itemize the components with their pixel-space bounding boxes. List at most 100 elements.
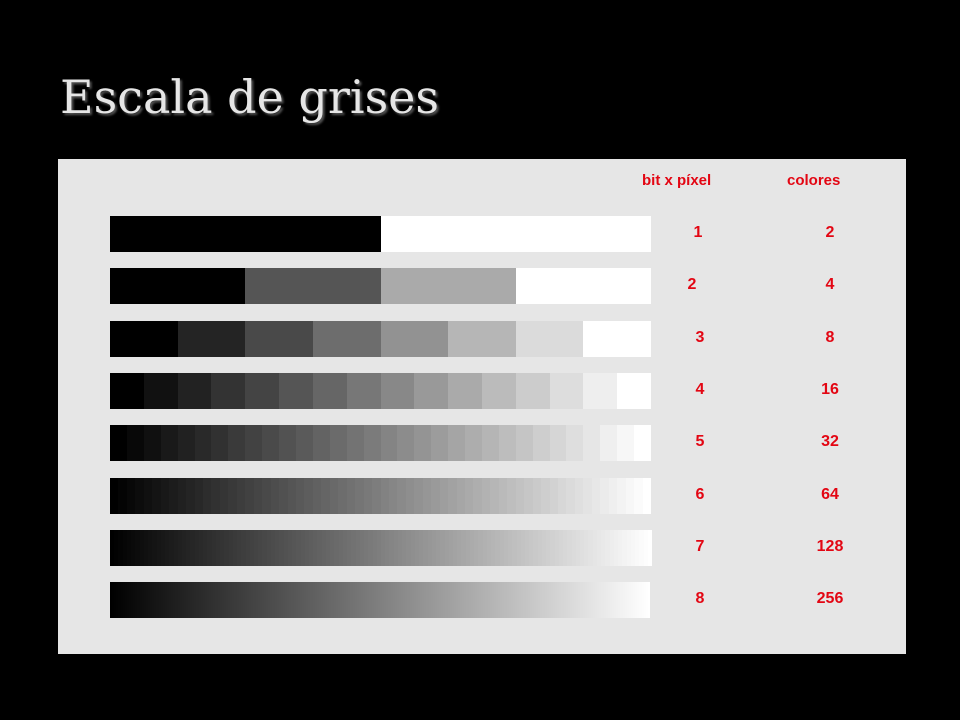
- gray-level-segment: [593, 582, 596, 618]
- gray-level-segment: [600, 478, 609, 514]
- gray-level-segment: [420, 582, 423, 618]
- gray-level-segment: [510, 582, 513, 618]
- gray-level-segment: [181, 582, 184, 618]
- gray-level-segment: [186, 478, 195, 514]
- gray-level-segment: [234, 582, 237, 618]
- grayscale-row: 2 4: [58, 268, 906, 304]
- gray-level-segment: [549, 373, 584, 409]
- gray-level-segment: [355, 530, 360, 566]
- gray-level-segment: [439, 478, 449, 514]
- gray-level-segment: [279, 373, 313, 409]
- gray-level-segment: [455, 582, 459, 618]
- gray-level-segment: [338, 530, 343, 566]
- gray-level-segment: [531, 582, 534, 618]
- gray-level-segment: [453, 582, 456, 618]
- gray-level-segment: [382, 582, 385, 618]
- gray-level-segment: [571, 582, 575, 618]
- gray-level-segment: [346, 478, 356, 514]
- gray-level-segment: [558, 478, 567, 514]
- gray-level-segment: [430, 582, 433, 618]
- gray-level-segment: [580, 582, 583, 618]
- gray-level-segment: [386, 582, 389, 618]
- gray-level-segment: [431, 478, 440, 514]
- gray-level-segment: [403, 582, 406, 618]
- gray-level-segment: [330, 530, 335, 566]
- gray-level-segment: [175, 582, 178, 618]
- gray-level-segment: [428, 582, 431, 618]
- gray-gradient-bar: [110, 478, 651, 514]
- gray-level-segment: [441, 582, 444, 618]
- gray-level-segment: [426, 582, 429, 618]
- gray-level-segment: [346, 425, 364, 461]
- gray-level-segment: [625, 478, 635, 514]
- gray-level-segment: [618, 530, 623, 566]
- gray-level-segment: [207, 582, 210, 618]
- gray-level-segment: [258, 530, 263, 566]
- gray-level-segment: [321, 530, 326, 566]
- gray-level-segment: [576, 582, 579, 618]
- gray-level-segment: [160, 530, 166, 566]
- gray-level-segment: [624, 582, 627, 618]
- gray-level-segment: [637, 582, 640, 618]
- gray-level-segment: [443, 582, 446, 618]
- gray-level-segment: [219, 478, 229, 514]
- gray-gradient-bar: [110, 373, 651, 409]
- gray-level-segment: [304, 478, 313, 514]
- gray-level-segment: [584, 582, 587, 618]
- gray-level-segment: [364, 530, 369, 566]
- gray-level-segment: [478, 530, 483, 566]
- gray-level-segment: [156, 582, 159, 618]
- gray-level-segment: [202, 478, 212, 514]
- gray-level-segment: [448, 373, 482, 409]
- gray-level-segment: [300, 530, 305, 566]
- gray-level-segment: [533, 582, 537, 618]
- gray-level-segment: [275, 530, 280, 566]
- gray-level-segment: [460, 582, 463, 618]
- gray-level-segment: [377, 582, 380, 618]
- colors-value: 128: [816, 538, 844, 555]
- gray-level-segment: [643, 530, 648, 566]
- gray-level-segment: [122, 530, 127, 566]
- gray-level-segment: [352, 582, 355, 618]
- gray-level-segment: [423, 530, 428, 566]
- gray-level-segment: [224, 530, 229, 566]
- gray-level-segment: [515, 373, 550, 409]
- gray-level-segment: [207, 530, 212, 566]
- gray-level-segment: [452, 530, 458, 566]
- gray-level-segment: [137, 582, 140, 618]
- gray-level-segment: [372, 478, 381, 514]
- gray-level-segment: [185, 582, 189, 618]
- gray-level-segment: [626, 582, 629, 618]
- gray-level-segment: [253, 478, 263, 514]
- gray-level-segment: [177, 373, 212, 409]
- gray-gradient-bar: [110, 268, 651, 304]
- gray-level-segment: [358, 582, 362, 618]
- gray-level-segment: [211, 530, 216, 566]
- gray-level-segment: [312, 478, 322, 514]
- gray-level-segment: [633, 582, 636, 618]
- gray-level-segment: [380, 321, 449, 357]
- gray-level-segment: [112, 582, 115, 618]
- gray-level-segment: [237, 530, 242, 566]
- gray-level-segment: [498, 582, 501, 618]
- gray-level-segment: [457, 530, 462, 566]
- gray-level-segment: [479, 582, 482, 618]
- gray-level-segment: [110, 530, 115, 566]
- gray-level-segment: [211, 425, 229, 461]
- gray-level-segment: [339, 582, 343, 618]
- gray-level-segment: [561, 582, 564, 618]
- gray-gradient-bar: [110, 321, 651, 357]
- gray-level-segment: [215, 530, 221, 566]
- gray-level-segment: [158, 582, 161, 618]
- gray-level-segment: [500, 582, 503, 618]
- gray-level-segment: [147, 582, 151, 618]
- gray-level-segment: [390, 582, 393, 618]
- gray-level-segment: [223, 582, 227, 618]
- gray-level-segment: [204, 582, 208, 618]
- gray-level-segment: [402, 530, 407, 566]
- gray-level-segment: [217, 582, 220, 618]
- gray-level-segment: [266, 582, 269, 618]
- slide-title: Escala de grises: [60, 70, 440, 124]
- gray-level-segment: [440, 530, 445, 566]
